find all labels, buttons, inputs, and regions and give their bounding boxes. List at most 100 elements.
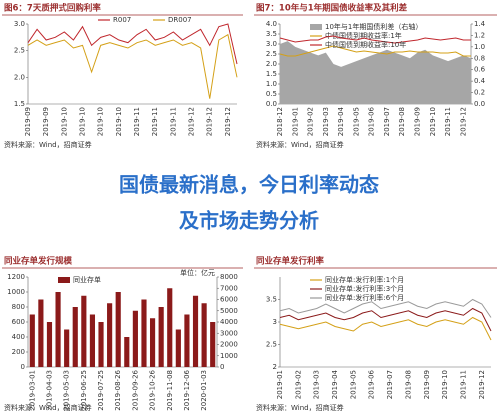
line <box>279 316 492 341</box>
bar <box>141 299 147 367</box>
y2-tick-label: 0.2 <box>474 89 485 97</box>
bar <box>192 295 199 367</box>
x-tick-label: 2019-11 <box>459 370 467 399</box>
y-tick-label: 600 <box>12 318 25 326</box>
legend-label: 同业存单 <box>73 275 101 284</box>
x-tick-label: 2019-12 <box>188 107 196 136</box>
bar <box>210 322 216 367</box>
y2-tick-label: 5000 <box>220 307 238 315</box>
legend-label: 同业存单:发行利率:6个月 <box>325 293 404 302</box>
source-note: 资料来源：Wind，招商证券 <box>256 140 344 149</box>
legend-swatch <box>58 277 70 283</box>
x-tick-label: 2019-03 <box>313 370 321 399</box>
y2-tick-label: 7000 <box>220 284 238 292</box>
line <box>279 298 492 318</box>
bar <box>98 322 104 367</box>
legend-label: DR007 <box>168 16 192 24</box>
y-tick-label: 3.5 <box>266 30 277 38</box>
bar <box>184 314 190 367</box>
y-tick-label: 1.5 <box>266 70 277 78</box>
legend-label: 中债国债到期收益率:1年 <box>325 31 402 40</box>
y-tick-label: 200 <box>12 348 25 356</box>
line <box>27 23 238 65</box>
unit-label: 单位：亿元 <box>180 268 215 277</box>
y2-tick-label: 3000 <box>220 329 238 337</box>
x-tick-label: 2020-01-03 <box>200 370 208 411</box>
x-tick-label: 2019-08 <box>404 370 412 399</box>
x-tick-label: 2019-01 <box>291 107 299 136</box>
y2-tick-label: 6000 <box>220 296 238 304</box>
chart-title: 图6：7天质押式回购利率 <box>4 3 101 14</box>
y-tick-label: 1200 <box>7 273 25 281</box>
x-tick-label: 2019-02 <box>307 107 315 136</box>
bar <box>201 303 207 367</box>
chart-title: 图7：10年与1年期国债收益率及其利差 <box>256 3 408 14</box>
y-tick-label: 3 <box>273 318 277 326</box>
y2-tick-label: 1.0 <box>474 43 485 51</box>
x-tick-label: 2019-08-26 <box>114 369 122 410</box>
chart-title: 同业存单发行规模 <box>4 256 73 267</box>
x-tick-label: 2019-04-03 <box>45 370 53 411</box>
bar <box>115 292 121 367</box>
x-tick-label: 2019-09 <box>423 370 431 399</box>
x-tick-label: 2019-09 <box>414 107 422 136</box>
x-tick-label: 2019-10-26 <box>149 369 157 410</box>
legend-label: R007 <box>113 16 131 24</box>
x-tick-label: 2019-08 <box>398 107 406 136</box>
bar <box>175 329 181 367</box>
y2-tick-label: 1000 <box>220 352 238 360</box>
bar <box>64 329 70 367</box>
x-tick-label: 2019-07-25 <box>97 370 105 411</box>
y-tick-label: 2.5 <box>14 47 25 55</box>
y-tick-label: 2.5 <box>266 341 277 349</box>
y2-tick-label: 0.4 <box>474 77 486 85</box>
bar <box>167 288 173 367</box>
x-tick-label: 2019-10 <box>441 370 449 399</box>
chart-title: 同业存单发行利率 <box>256 256 325 267</box>
y2-tick-label: 8000 <box>220 273 238 281</box>
y-tick-label: 3.0 <box>14 20 25 28</box>
line <box>279 35 471 44</box>
x-tick-label: 2019-11 <box>133 107 141 136</box>
y-tick-label: 4.0 <box>266 20 277 28</box>
banner-text: 国债最新消息，今日利率动态 <box>119 173 379 197</box>
bar <box>38 299 44 367</box>
y2-tick-label: 4000 <box>220 318 238 326</box>
x-tick-label: 2019-09 <box>24 107 32 136</box>
x-tick-label: 2019-06 <box>368 106 376 136</box>
x-tick-label: 2019-10 <box>115 107 123 136</box>
y2-tick-label: 1.4 <box>474 20 486 28</box>
bar <box>107 303 113 367</box>
banner-bg <box>0 150 499 246</box>
x-tick-label: 2019-09 <box>42 107 50 136</box>
x-tick-label: 2019-05 <box>349 370 357 399</box>
y-tick-label: 2.5 <box>266 50 277 58</box>
legend-label: 10年与1年期国债利差（右轴） <box>325 22 422 31</box>
y-tick-label: 0 <box>21 363 25 371</box>
y-tick-label: 0.0 <box>266 100 277 108</box>
bar <box>149 318 156 367</box>
y2-tick-label: 1.2 <box>474 31 485 39</box>
x-tick-label: 2019-03 <box>322 107 330 136</box>
bar <box>158 307 164 367</box>
y2-tick-label: 0.8 <box>474 54 485 62</box>
y-tick-label: 1.5 <box>14 100 25 108</box>
y2-tick-label: 2000 <box>220 341 238 349</box>
x-tick-label: 2019-07 <box>386 370 394 399</box>
bar <box>81 295 87 367</box>
legend-swatch <box>310 24 322 30</box>
x-tick-label: 2019-10 <box>79 107 87 136</box>
bar <box>72 307 78 367</box>
bar <box>55 292 61 367</box>
y-tick-label: 3.0 <box>266 40 277 48</box>
y-tick-label: 2.0 <box>14 73 25 81</box>
x-tick-label: 2019-05 <box>352 107 360 136</box>
y-tick-label: 0.5 <box>266 90 277 98</box>
x-tick-label: 2019-10 <box>60 107 68 136</box>
y-tick-label: 1.0 <box>266 80 277 88</box>
x-tick-label: 2019-11 <box>151 107 159 136</box>
area <box>280 41 471 104</box>
x-tick-label: 2019-01 <box>276 370 284 399</box>
x-tick-label: 2019-12-06 <box>183 369 191 410</box>
